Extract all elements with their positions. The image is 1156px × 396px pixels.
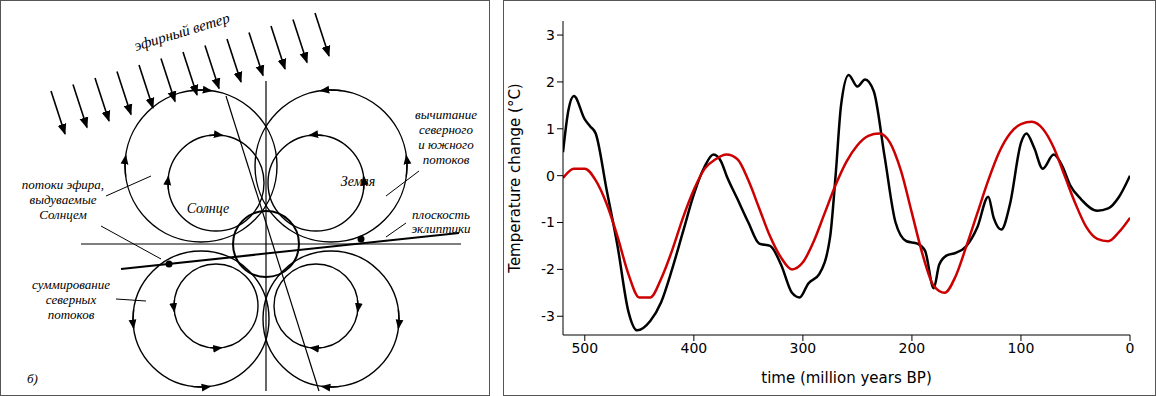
svg-text:потоки эфира,выдуваемыеСолнцем: потоки эфира,выдуваемыеСолнцем — [22, 177, 104, 222]
svg-text:суммированиесеверныхпотоков: суммированиесеверныхпотоков — [32, 277, 110, 322]
svg-text:эфирный ветер: эфирный ветер — [132, 10, 232, 54]
svg-text:-2: -2 — [541, 261, 555, 277]
svg-text:0: 0 — [1126, 340, 1135, 356]
svg-text:-1: -1 — [541, 214, 555, 230]
svg-text:3: 3 — [546, 27, 555, 43]
svg-text:200: 200 — [899, 340, 926, 356]
svg-text:400: 400 — [680, 340, 707, 356]
svg-text:Солнце: Солнце — [187, 201, 230, 216]
svg-text:300: 300 — [790, 340, 817, 356]
svg-text:500: 500 — [571, 340, 598, 356]
svg-text:0: 0 — [546, 168, 555, 184]
svg-text:вычитаниесеверногои южногопото: вычитаниесеверногои южногопотоков — [415, 107, 477, 167]
svg-text:Temperature change (°C): Temperature change (°C) — [506, 83, 524, 273]
svg-text:time (million years BP): time (million years BP) — [761, 369, 931, 387]
svg-text:100: 100 — [1008, 340, 1035, 356]
svg-text:Земля: Земля — [341, 174, 375, 189]
svg-text:2: 2 — [546, 74, 555, 90]
svg-text:плоскостьэклиптики: плоскостьэклиптики — [411, 207, 471, 236]
svg-text:1: 1 — [546, 121, 555, 137]
svg-text:б): б) — [27, 371, 38, 386]
svg-text:-3: -3 — [541, 308, 555, 324]
